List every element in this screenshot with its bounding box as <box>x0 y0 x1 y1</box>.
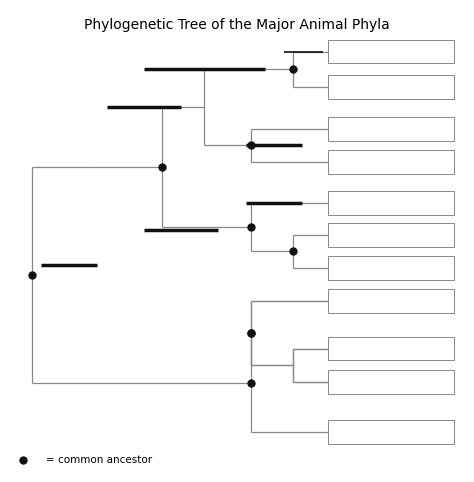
Bar <box>328 40 454 63</box>
Bar <box>328 223 454 247</box>
Bar <box>328 256 454 280</box>
Bar <box>328 289 454 313</box>
Bar <box>328 75 454 99</box>
Bar <box>328 117 454 141</box>
Text: = common ancestor: = common ancestor <box>46 455 152 465</box>
Bar <box>328 150 454 174</box>
Bar <box>328 370 454 393</box>
Bar <box>328 420 454 444</box>
Bar <box>328 191 454 215</box>
Text: Phylogenetic Tree of the Major Animal Phyla: Phylogenetic Tree of the Major Animal Ph… <box>84 18 390 32</box>
Bar <box>328 337 454 361</box>
